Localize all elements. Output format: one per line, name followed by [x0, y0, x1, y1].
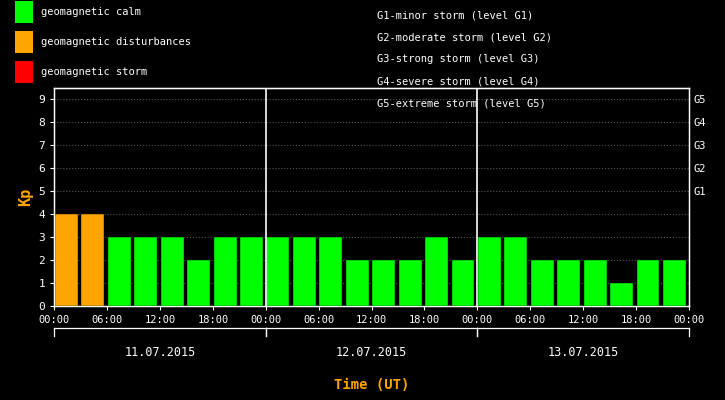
Text: 12.07.2015: 12.07.2015 — [336, 346, 407, 359]
Bar — [240, 237, 263, 306]
Bar — [425, 237, 448, 306]
Bar — [293, 237, 316, 306]
Bar — [319, 237, 342, 306]
Bar — [55, 214, 78, 306]
Bar — [161, 237, 183, 306]
Bar — [108, 237, 130, 306]
Text: G2-moderate storm (level G2): G2-moderate storm (level G2) — [377, 32, 552, 42]
Text: G4-severe storm (level G4): G4-severe storm (level G4) — [377, 76, 539, 86]
Bar — [134, 237, 157, 306]
Bar — [531, 260, 554, 306]
Bar — [214, 237, 236, 306]
Bar — [637, 260, 660, 306]
Text: 11.07.2015: 11.07.2015 — [125, 346, 196, 359]
Text: G1-minor storm (level G1): G1-minor storm (level G1) — [377, 10, 534, 20]
Bar — [478, 237, 501, 306]
Bar — [663, 260, 686, 306]
Bar — [372, 260, 395, 306]
Text: 13.07.2015: 13.07.2015 — [547, 346, 618, 359]
Text: geomagnetic calm: geomagnetic calm — [41, 7, 141, 17]
Bar — [399, 260, 421, 306]
Bar — [81, 214, 104, 306]
Text: geomagnetic disturbances: geomagnetic disturbances — [41, 37, 191, 47]
Bar — [346, 260, 369, 306]
Text: Time (UT): Time (UT) — [334, 378, 409, 392]
Bar — [584, 260, 607, 306]
Bar — [610, 283, 633, 306]
Bar — [187, 260, 210, 306]
Text: geomagnetic storm: geomagnetic storm — [41, 67, 148, 77]
Bar — [267, 237, 289, 306]
Text: G3-strong storm (level G3): G3-strong storm (level G3) — [377, 54, 539, 64]
Y-axis label: Kp: Kp — [18, 188, 33, 206]
Bar — [505, 237, 527, 306]
Text: G5-extreme storm (level G5): G5-extreme storm (level G5) — [377, 98, 546, 108]
Bar — [452, 260, 474, 306]
Bar — [558, 260, 580, 306]
